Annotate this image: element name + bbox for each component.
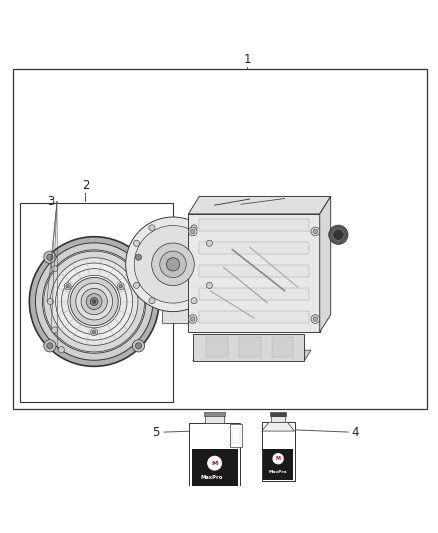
Bar [262,422,294,481]
Text: MaxPro: MaxPro [201,475,223,480]
Bar [162,223,195,324]
Text: MaxPro: MaxPro [269,470,287,474]
Circle shape [44,340,56,352]
Circle shape [132,340,145,352]
Polygon shape [230,424,242,447]
Circle shape [92,330,96,334]
Circle shape [206,240,212,246]
Circle shape [160,251,186,278]
Circle shape [206,282,212,288]
Circle shape [35,243,153,360]
Circle shape [44,251,145,352]
Polygon shape [193,350,311,361]
Circle shape [135,343,141,349]
Circle shape [126,217,220,312]
Bar [199,265,309,278]
Bar [193,334,304,361]
Bar [199,288,309,301]
Bar [270,413,286,416]
Polygon shape [262,422,294,431]
Circle shape [90,297,98,305]
Circle shape [311,314,320,324]
Circle shape [44,251,56,263]
Bar [199,242,309,254]
Circle shape [47,298,53,304]
Polygon shape [320,197,331,332]
Circle shape [119,285,123,288]
Circle shape [58,346,64,353]
Circle shape [134,240,140,246]
Circle shape [56,263,133,340]
Circle shape [328,225,348,245]
Circle shape [191,229,195,233]
Circle shape [117,282,124,290]
Circle shape [191,317,195,321]
Text: 3: 3 [47,195,54,208]
Circle shape [50,258,138,345]
Polygon shape [188,197,331,214]
Circle shape [149,225,155,231]
Bar [13,69,427,409]
Circle shape [64,282,71,290]
Bar [205,415,224,423]
Bar [271,416,285,422]
Circle shape [313,229,318,233]
Circle shape [86,294,102,310]
Text: M: M [212,461,218,466]
Bar [263,449,293,480]
Circle shape [66,285,69,288]
Text: 2: 2 [81,179,89,192]
Circle shape [313,317,318,321]
Circle shape [47,343,53,349]
Text: 4: 4 [351,425,359,439]
Text: M: M [276,456,281,461]
Circle shape [92,300,96,303]
Circle shape [188,227,197,236]
Text: 1: 1 [244,53,251,66]
Circle shape [61,269,127,334]
Circle shape [42,250,146,353]
Bar [206,337,228,357]
Circle shape [132,251,145,263]
Bar [204,411,225,416]
Circle shape [81,288,107,314]
Circle shape [91,329,98,336]
Circle shape [188,314,197,324]
Circle shape [149,297,155,304]
Circle shape [166,257,180,271]
Bar [192,449,237,489]
Circle shape [68,275,120,328]
Bar [199,219,309,231]
Bar [189,423,240,491]
Circle shape [76,283,113,320]
Circle shape [191,225,197,231]
Bar [272,337,293,357]
Circle shape [332,229,344,240]
Circle shape [272,453,284,464]
Bar [199,311,309,324]
Circle shape [29,237,159,366]
Circle shape [52,265,58,272]
Polygon shape [232,428,240,443]
Circle shape [135,254,141,260]
Circle shape [152,243,194,286]
Text: 5: 5 [152,425,159,439]
Circle shape [70,278,118,326]
Circle shape [207,456,222,471]
Circle shape [52,327,58,333]
Circle shape [134,225,212,303]
Bar [20,203,173,402]
Circle shape [311,227,320,236]
Bar [239,337,261,357]
Circle shape [47,254,53,260]
Circle shape [134,282,140,288]
Circle shape [191,297,197,304]
Bar [188,214,320,332]
